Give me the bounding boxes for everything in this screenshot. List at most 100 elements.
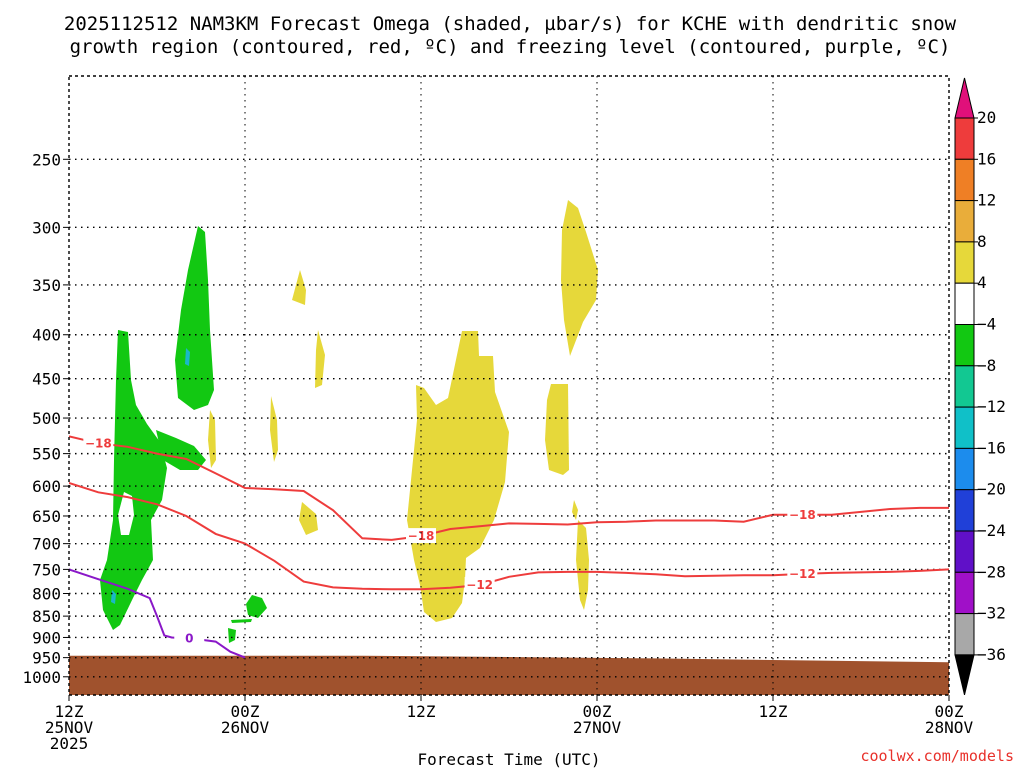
colorbar-label-4: 4 xyxy=(977,273,987,292)
y-tick-label-800: 800 xyxy=(32,584,61,603)
y-tick-label-400: 400 xyxy=(32,326,61,345)
colorbar-label-7: −12 xyxy=(977,397,1006,416)
colorbar-label-11: −28 xyxy=(977,562,1006,581)
x-tick-label-1-1: 26NOV xyxy=(221,718,270,737)
omega-rising-strip xyxy=(231,619,252,623)
contour-label-0-2: −18 xyxy=(789,508,816,522)
colorbar-label-5: −4 xyxy=(977,315,996,334)
y-tick-label-700: 700 xyxy=(32,535,61,554)
y-tick-label-250: 250 xyxy=(32,150,61,169)
colorbar-bin-3 xyxy=(954,200,975,243)
y-tick-label-1000: 1000 xyxy=(22,668,61,687)
y-tick-label-500: 500 xyxy=(32,409,61,428)
colorbar-label-1: 16 xyxy=(977,149,996,168)
x-tick-label-0-2: 2025 xyxy=(50,734,89,753)
colorbar-label-6: −8 xyxy=(977,356,996,375)
colorbar-bin-11 xyxy=(954,530,975,573)
omega-sinking-small2 xyxy=(315,330,325,388)
contour-label-bg-1-1 xyxy=(787,565,818,581)
omega-sinking-small3 xyxy=(270,396,278,462)
omega-sinking-strip xyxy=(576,520,589,610)
plot-background xyxy=(69,76,949,695)
contour-label-bg-0-0 xyxy=(83,435,114,451)
omega-colorbar: 20 16 12 8 4 −4 −8 −12 −16 −20 −24 −28 −32 −36 xyxy=(954,77,1006,696)
omega-sinking-mid xyxy=(545,384,569,475)
x-tick-label-0-0: 12Z xyxy=(55,702,84,721)
contour-label-0-1: −18 xyxy=(408,529,435,543)
omega-sinking-upper xyxy=(561,200,598,356)
contour-line-2 xyxy=(69,568,246,659)
contour-label-bg-2-0 xyxy=(174,630,205,646)
x-tick-label-5-1: 28NOV xyxy=(925,718,974,737)
contour-label-bg-1-0 xyxy=(464,576,495,592)
x-tick-label-3-1: 27NOV xyxy=(573,718,622,737)
omega-shading xyxy=(100,200,598,643)
colorbar-bin-5 xyxy=(954,282,975,326)
colorbar-label-3: 8 xyxy=(977,232,987,251)
colorbar-label-13: −36 xyxy=(977,645,1006,664)
colorbar-bin-6 xyxy=(954,324,975,367)
plot-frame xyxy=(68,75,950,696)
colorbar-label-10: −24 xyxy=(977,521,1006,540)
omega-rising-lower xyxy=(246,595,267,618)
y-tick-label-950: 950 xyxy=(32,649,61,668)
contour-label-2-0: 0 xyxy=(185,631,193,645)
colorbar-bin-4 xyxy=(954,241,975,284)
y-tick-label-550: 550 xyxy=(32,445,61,464)
terrain-below-ground xyxy=(69,655,949,695)
plot-area: −18 −18 −18 −12 −12 0 xyxy=(69,76,949,695)
colorbar-label-8: −16 xyxy=(977,438,1006,457)
colorbar-bin-2 xyxy=(954,158,975,202)
contour-label-bg-0-2 xyxy=(787,506,818,522)
x-tick-label-0-1: 25NOV xyxy=(45,718,94,737)
omega-hole xyxy=(118,492,134,535)
colorbar-bin-8 xyxy=(954,406,975,449)
temperature-contours: −18 −18 −18 −12 −12 0 xyxy=(69,435,949,659)
x-tick-label-4-0: 12Z xyxy=(759,702,788,721)
x-tick-label-2-0: 12Z xyxy=(407,702,436,721)
colorbar-bin-10 xyxy=(954,489,975,532)
omega-rising-mid xyxy=(156,430,206,470)
x-axis-title: Forecast Time (UTC) xyxy=(417,750,600,768)
y-tick-label-450: 450 xyxy=(32,370,61,389)
contour-label-bg-0-1 xyxy=(406,528,436,544)
omega-sinking-main xyxy=(407,331,509,622)
y-tick-label-350: 350 xyxy=(32,276,61,295)
chart-title-line-2: growth region (contoured, red, ºC) and f… xyxy=(70,36,951,58)
omega-sinking-small1 xyxy=(292,270,306,305)
pressure-axis: 250 300 350 400 450 500 550 600 650 700 750 800 850 9… xyxy=(22,150,69,687)
y-tick-label-300: 300 xyxy=(32,218,61,237)
omega-rising-strong1 xyxy=(185,348,190,366)
chart-title-line-1: 2025112512 NAM3KM Forecast Omega (shaded… xyxy=(64,13,957,35)
y-tick-label-900: 900 xyxy=(32,628,61,647)
omega-rising-small1 xyxy=(228,628,236,643)
colorbar-bin-13 xyxy=(954,613,975,656)
contour-label-1-1: −12 xyxy=(789,567,816,581)
x-tick-label-5-0: 00Z xyxy=(935,702,964,721)
omega-sinking-small4 xyxy=(299,502,318,535)
colorbar-bottom-arrow xyxy=(954,654,975,696)
colorbar-top-arrow xyxy=(954,77,975,119)
omega-sinking-small6 xyxy=(572,500,578,520)
colorbar-bin-7 xyxy=(954,365,975,408)
contour-label-0-0: −18 xyxy=(85,436,112,450)
omega-rising-upper xyxy=(175,226,214,410)
colorbar-bin-12 xyxy=(954,571,975,615)
contour-label-1-0: −12 xyxy=(466,578,493,592)
omega-rising-main xyxy=(100,330,167,630)
x-tick-label-1-0: 00Z xyxy=(231,702,260,721)
colorbar-bin-1 xyxy=(954,117,975,160)
colorbar-label-12: −32 xyxy=(977,604,1006,623)
y-tick-label-750: 750 xyxy=(32,560,61,579)
y-tick-label-850: 850 xyxy=(32,607,61,626)
colorbar-bin-9 xyxy=(954,447,975,491)
colorbar-label-9: −20 xyxy=(977,480,1006,499)
y-tick-label-650: 650 xyxy=(32,507,61,526)
colorbar-label-0: 20 xyxy=(977,108,996,127)
colorbar-label-2: 12 xyxy=(977,191,996,210)
x-tick-label-3-0: 00Z xyxy=(583,702,612,721)
y-tick-label-600: 600 xyxy=(32,477,61,496)
source-credit: coolwx.com/models xyxy=(860,747,1014,765)
